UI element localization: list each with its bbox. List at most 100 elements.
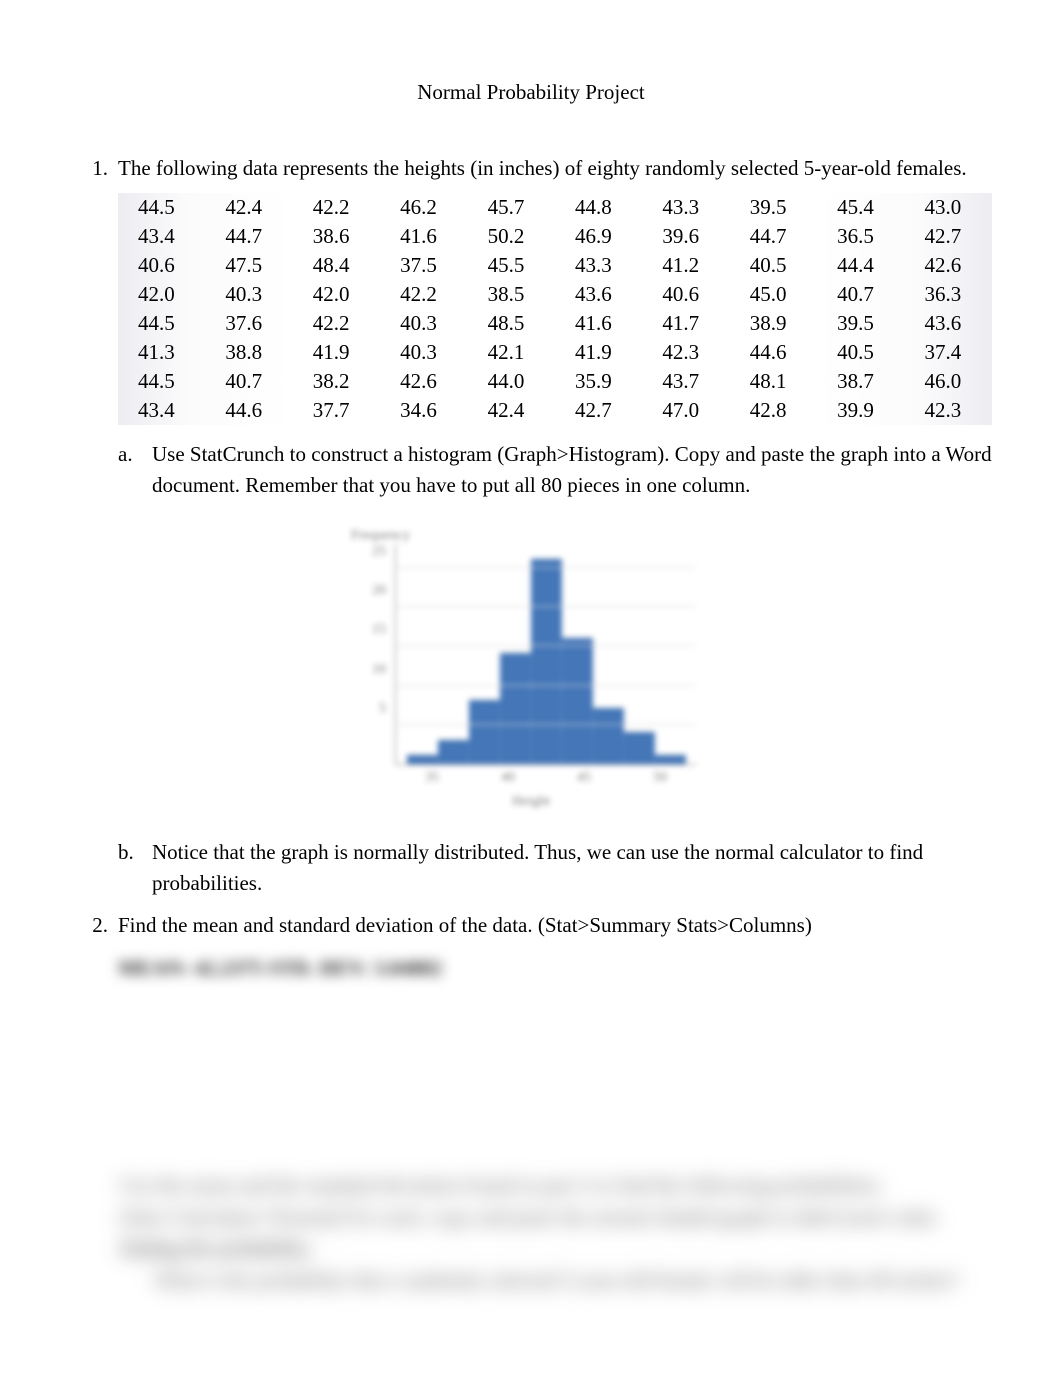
data-cell: 46.9 — [555, 222, 642, 251]
data-cell: 46.0 — [905, 367, 992, 396]
data-cell: 43.6 — [905, 309, 992, 338]
data-cell: 41.9 — [293, 338, 380, 367]
chart-x-tick: 35 — [425, 764, 439, 786]
data-cell: 42.2 — [380, 280, 467, 309]
data-cell: 43.3 — [642, 193, 729, 222]
histogram-bar — [407, 755, 438, 764]
data-cell: 41.6 — [555, 309, 642, 338]
data-cell: 44.8 — [555, 193, 642, 222]
blurred-q3-sub-a: What is the probability that a randomly … — [154, 1265, 959, 1297]
data-cell: 40.5 — [730, 251, 817, 280]
chart-x-tick: 45 — [577, 764, 591, 786]
q1-sub-a-text: Use StatCrunch to construct a histogram … — [152, 439, 992, 500]
data-cell: 42.1 — [468, 338, 555, 367]
data-cell: 39.5 — [730, 193, 817, 222]
chart-xlabel: Height — [512, 794, 550, 810]
data-cell: 44.4 — [817, 251, 904, 280]
data-cell: 39.5 — [817, 309, 904, 338]
data-table: 44.542.442.246.245.744.843.339.545.443.0… — [118, 193, 992, 425]
data-cell: 37.5 — [380, 251, 467, 280]
data-cell: 39.6 — [642, 222, 729, 251]
data-cell: 42.2 — [293, 193, 380, 222]
data-cell: 41.7 — [642, 309, 729, 338]
data-cell: 45.4 — [817, 193, 904, 222]
histogram-chart: Frequency 5 10 15 20 25 35 40 45 50 Height — [70, 514, 992, 819]
histogram-bar — [438, 740, 469, 765]
data-cell: 38.8 — [205, 338, 292, 367]
data-cell: 42.0 — [293, 280, 380, 309]
data-cell: 39.9 — [817, 396, 904, 425]
data-cell: 44.0 — [468, 367, 555, 396]
histogram-bar — [500, 653, 531, 764]
data-cell: 47.0 — [642, 396, 729, 425]
chart-ylabel: Frequency — [351, 528, 410, 544]
data-cell: 40.3 — [205, 280, 292, 309]
data-cell: 45.0 — [730, 280, 817, 309]
data-cell: 48.1 — [730, 367, 817, 396]
data-cell: 36.5 — [817, 222, 904, 251]
q1-sub-a-letter: a. — [118, 439, 152, 500]
chart-y-tick: 25 — [372, 544, 396, 560]
histogram-bar — [655, 755, 686, 764]
data-cell: 41.3 — [118, 338, 205, 367]
data-cell: 44.5 — [118, 193, 205, 222]
data-cell: 44.7 — [730, 222, 817, 251]
chart-y-tick: 5 — [379, 701, 396, 717]
chart-y-tick: 15 — [372, 622, 396, 638]
data-cell: 40.3 — [380, 338, 467, 367]
q2-number: 2. — [70, 910, 118, 940]
data-cell: 44.5 — [118, 367, 205, 396]
data-cell: 40.3 — [380, 309, 467, 338]
data-cell: 42.3 — [905, 396, 992, 425]
blurred-answer: MEAN: 42.2375 STD. DEV: 3.04882 — [118, 953, 442, 985]
data-cell: 38.5 — [468, 280, 555, 309]
data-cell: 42.3 — [642, 338, 729, 367]
data-cell: 43.7 — [642, 367, 729, 396]
data-cell: 40.6 — [118, 251, 205, 280]
blurred-q3-line1: Use the mean and the standard deviation … — [120, 1170, 884, 1202]
data-cell: 42.7 — [905, 222, 992, 251]
data-cell: 44.7 — [205, 222, 292, 251]
data-cell: 43.4 — [118, 396, 205, 425]
data-cell: 43.4 — [118, 222, 205, 251]
data-cell: 42.8 — [730, 396, 817, 425]
data-cell: 42.7 — [555, 396, 642, 425]
chart-y-tick: 20 — [372, 583, 396, 599]
data-cell: 42.6 — [905, 251, 992, 280]
histogram-bar — [593, 708, 624, 764]
data-cell: 43.0 — [905, 193, 992, 222]
q1-text: The following data represents the height… — [118, 153, 992, 183]
data-cell: 42.4 — [468, 396, 555, 425]
data-cell: 34.6 — [380, 396, 467, 425]
blurred-q3-line2: (Stat>Calculator>Normal) For each, copy … — [120, 1202, 937, 1234]
data-cell: 42.6 — [380, 367, 467, 396]
data-cell: 42.0 — [118, 280, 205, 309]
data-cell: 48.5 — [468, 309, 555, 338]
data-cell: 38.9 — [730, 309, 817, 338]
data-cell: 38.6 — [293, 222, 380, 251]
q2-text: Find the mean and standard deviation of … — [118, 910, 992, 940]
chart-x-tick: 40 — [501, 764, 515, 786]
data-cell: 37.6 — [205, 309, 292, 338]
data-cell: 42.4 — [205, 193, 292, 222]
data-cell: 41.6 — [380, 222, 467, 251]
data-cell: 36.3 — [905, 280, 992, 309]
data-cell: 37.4 — [905, 338, 992, 367]
chart-x-tick: 50 — [653, 764, 667, 786]
data-cell: 50.2 — [468, 222, 555, 251]
histogram-bar — [562, 638, 593, 765]
data-cell: 46.2 — [380, 193, 467, 222]
histogram-bar — [531, 559, 562, 764]
q1-sub-b-text: Notice that the graph is normally distri… — [152, 837, 992, 898]
chart-y-tick: 10 — [372, 662, 396, 678]
data-cell: 44.6 — [730, 338, 817, 367]
data-cell: 35.9 — [555, 367, 642, 396]
data-cell: 40.7 — [205, 367, 292, 396]
blurred-q3-line3: finding the probability. — [120, 1233, 313, 1265]
page-title: Normal Probability Project — [70, 80, 992, 105]
data-cell: 41.9 — [555, 338, 642, 367]
data-cell: 44.6 — [205, 396, 292, 425]
data-cell: 38.7 — [817, 367, 904, 396]
histogram-bar — [469, 700, 500, 764]
q1-sub-b-letter: b. — [118, 837, 152, 898]
